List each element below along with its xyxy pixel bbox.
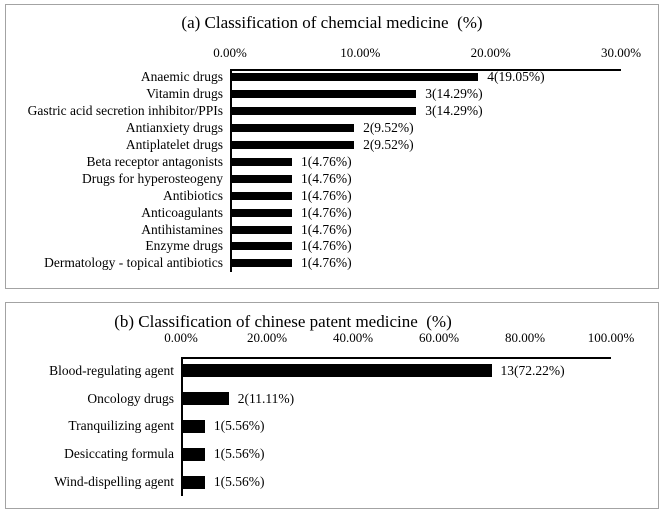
bar-value-label: 13(72.22%) (500, 362, 565, 378)
x-axis-tick-label: 100.00% (587, 330, 635, 345)
category-label: Anticoagulants (141, 204, 223, 220)
chart-a-plot-region: 0.00% 10.00% 20.00% 30.00% Anaemic drugs 4(19… (6, 5, 658, 288)
x-axis-tick-label: 60.00% (418, 330, 460, 345)
x-axis-tick-label: 30.00% (600, 45, 642, 60)
chart-b-plot-region: 0.00% 20.00% 40.00% 60.00% 80.00% 100.00% Bloo… (6, 303, 658, 508)
x-axis-tick-label: 20.00% (246, 330, 288, 345)
bar-value-label: 1(4.76%) (301, 221, 352, 237)
bar-value-label: 2(11.11%) (237, 390, 295, 406)
bar (183, 475, 205, 489)
x-axis-tick-label: 10.00% (340, 45, 381, 60)
category-label: Blood-regulating agent (49, 362, 174, 378)
bar (232, 90, 417, 99)
bar-value-label: 1(4.76%) (301, 238, 352, 254)
category-label: Wind-dispelling agent (54, 474, 174, 490)
bar-value-label: 1(4.76%) (301, 187, 352, 203)
bar (232, 107, 417, 116)
bar-value-label: 1(5.56%) (213, 446, 265, 462)
category-label: Antibiotics (163, 187, 223, 203)
category-label: Dermatology - topical antibiotics (44, 255, 223, 271)
category-label: Tranquilizing agent (68, 418, 174, 434)
category-label: Beta receptor antagonists (86, 153, 223, 169)
x-axis-tick-label: 40.00% (332, 330, 374, 345)
bar (232, 242, 293, 251)
bar (232, 191, 293, 200)
category-label: Enzyme drugs (145, 238, 223, 254)
bar-value-label: 4(19.05%) (487, 69, 545, 85)
plot-area-frame (181, 357, 611, 496)
bar-value-label: 2(9.52%) (363, 120, 414, 136)
x-axis-tick-label: 80.00% (504, 330, 546, 345)
category-label: Anaemic drugs (140, 69, 223, 85)
category-label: Oncology drugs (87, 390, 174, 406)
bar (232, 157, 293, 166)
category-label: Drugs for hyperosteogeny (82, 170, 223, 186)
x-axis-tick-label: 20.00% (470, 45, 511, 60)
plot-area-frame (230, 69, 621, 272)
x-axis-tick-label: 0.00% (164, 330, 198, 345)
bar (232, 73, 479, 82)
bar-value-label: 1(5.56%) (213, 474, 265, 490)
bar (232, 124, 355, 133)
category-label: Antianxiety drugs (125, 120, 223, 136)
chart-panel-a: (a) Classification of chemcial medicine … (5, 4, 659, 289)
bar (183, 364, 492, 378)
category-label: Gastric acid secretion inhibitor/PPIs (27, 103, 223, 119)
chart-panel-b: (b) Classification of chinese patent med… (5, 302, 659, 509)
bar-value-label: 3(14.29%) (425, 103, 483, 119)
bar-value-label: 1(4.76%) (301, 170, 352, 186)
category-label: Desiccating formula (64, 446, 174, 462)
bar (232, 208, 293, 217)
category-label: Antihistamines (141, 221, 223, 237)
bar (232, 141, 355, 150)
bar-value-label: 1(5.56%) (213, 418, 265, 434)
chart-b-title: (b) Classification of chinese patent med… (114, 312, 452, 331)
bar-value-label: 2(9.52%) (363, 137, 414, 153)
bar (232, 174, 293, 183)
bar (183, 447, 205, 461)
bar-value-label: 1(4.76%) (301, 255, 352, 271)
category-label: Vitamin drugs (146, 86, 223, 102)
bar (232, 225, 293, 234)
bar-value-label: 3(14.29%) (425, 86, 483, 102)
category-label: Antiplatelet drugs (125, 137, 223, 153)
x-axis-tick-label: 0.00% (213, 45, 247, 60)
bar (183, 392, 229, 406)
bar (183, 420, 205, 433)
chart-a-title: (a) Classification of chemcial medicine … (181, 13, 483, 32)
bar (232, 259, 293, 268)
bar-value-label: 1(4.76%) (301, 153, 352, 169)
bar-value-label: 1(4.76%) (301, 204, 352, 220)
